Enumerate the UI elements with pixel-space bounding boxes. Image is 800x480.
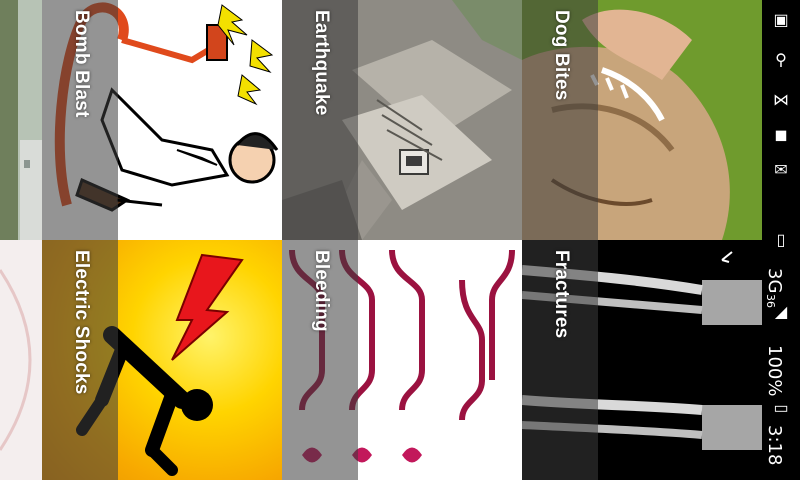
tile-label: Bomb Blast	[71, 10, 92, 118]
clock: 3:18	[764, 425, 785, 466]
tile-bleeding[interactable]: Bleeding	[282, 240, 522, 480]
tile-fractures[interactable]: Fractures	[522, 240, 762, 480]
partial-tile-top[interactable]	[0, 0, 42, 240]
tile-label-overlay	[42, 240, 118, 480]
partial-tile-top-image	[0, 0, 42, 240]
tile-label-overlay	[282, 240, 358, 480]
battery-icon: ▭	[773, 400, 789, 417]
tile-bomb-blast[interactable]: Bomb Blast	[42, 0, 282, 240]
tile-label: Bleeding	[311, 250, 332, 332]
tile-label: Earthquake	[311, 10, 332, 116]
tile-earthquake[interactable]: Earthquake	[282, 0, 522, 240]
tile-label: Dog Bites	[551, 10, 572, 101]
message-icon: ✉	[774, 162, 788, 179]
bow-tie-icon: ⋈	[773, 92, 789, 109]
network-type: 3G	[764, 268, 785, 294]
tile-electric-shocks[interactable]: Electric Shocks	[42, 240, 282, 480]
tile-label: Electric Shocks	[71, 250, 92, 395]
signal-icon: ◢	[774, 304, 788, 321]
signal-strength-label: 36	[764, 294, 777, 308]
partial-tile-bottom-image	[0, 240, 42, 480]
status-bar: ▣ ⚲ ⋈ ◼ ✉ ▯ 3G 36 ◢ 100% ▭ 3:18	[762, 0, 800, 480]
tile-label-overlay	[522, 0, 598, 240]
tile-label-overlay	[522, 240, 598, 480]
battery-percent: 100%	[764, 345, 785, 397]
vibrate-icon: ▯	[776, 232, 786, 249]
tile-label-overlay	[42, 0, 118, 240]
notification-icon: ◼	[774, 127, 788, 144]
gallery-icon: ▣	[773, 12, 789, 29]
tile-label-overlay	[282, 0, 358, 240]
partial-tile-bottom[interactable]	[0, 240, 42, 480]
tile-dog-bites[interactable]: Dog Bites	[522, 0, 762, 240]
usb-icon: ⚲	[775, 52, 787, 69]
tile-label: Fractures	[551, 250, 572, 339]
